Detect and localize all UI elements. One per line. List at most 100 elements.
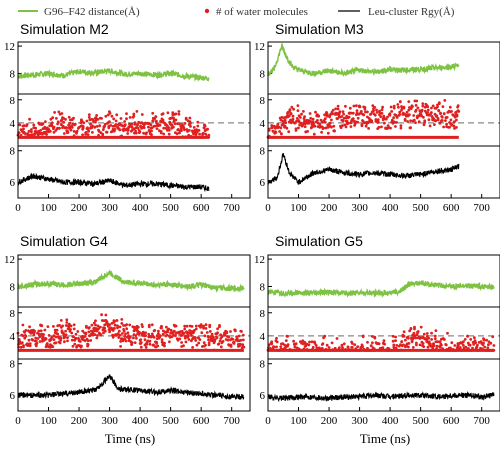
data-point: [75, 129, 79, 133]
data-point: [485, 338, 488, 342]
data-point: [134, 334, 138, 337]
data-point: [86, 343, 90, 347]
data-point: [332, 124, 336, 128]
data-point: [437, 102, 441, 105]
data-point: [409, 126, 412, 130]
data-point: [180, 329, 184, 333]
data-point: [212, 335, 215, 339]
data-point: [356, 116, 360, 120]
data-point: [108, 120, 111, 123]
data-point: [22, 344, 25, 347]
data-point: [314, 344, 318, 347]
data-point: [207, 341, 211, 345]
data-point: [226, 338, 230, 342]
data-point: [241, 333, 245, 337]
data-point: [206, 127, 210, 131]
data-point: [492, 344, 496, 347]
data-point: [199, 323, 203, 327]
data-point: [169, 328, 173, 332]
data-point: [116, 326, 119, 330]
data-point: [414, 121, 417, 124]
data-point: [272, 345, 276, 349]
data-point: [276, 122, 280, 126]
data-point: [436, 117, 440, 120]
data-point: [138, 130, 142, 134]
x-tick-label: 100: [290, 415, 307, 427]
data-point: [165, 325, 168, 329]
data-point: [468, 343, 472, 347]
data-point: [439, 111, 442, 115]
data-point: [208, 325, 212, 329]
data-point: [349, 125, 353, 128]
data-point: [188, 116, 192, 120]
series-2: [266, 99, 461, 139]
x-tick-label: 700: [473, 202, 490, 214]
data-point: [457, 110, 461, 113]
data-point: [113, 327, 116, 330]
data-point: [436, 105, 439, 109]
data-point: [130, 125, 134, 129]
data-point: [23, 132, 27, 136]
data-point: [102, 331, 105, 335]
data-point: [178, 122, 181, 126]
data-point: [187, 129, 191, 132]
data-point: [347, 115, 351, 119]
data-point: [154, 115, 158, 119]
data-point: [449, 346, 452, 350]
data-point: [270, 340, 274, 344]
data-point: [286, 343, 290, 347]
data-point: [270, 342, 274, 346]
x-tick-label: 600: [443, 415, 460, 427]
data-point: [36, 337, 40, 340]
data-point: [433, 334, 437, 338]
data-point: [412, 114, 416, 117]
data-point: [41, 122, 45, 126]
panel-frame: [17, 41, 251, 199]
data-point: [204, 327, 208, 330]
data-point: [132, 329, 136, 333]
data-point: [279, 345, 283, 348]
data-point: [296, 104, 300, 107]
data-point: [64, 333, 68, 337]
data-point: [402, 330, 406, 334]
data-point: [144, 334, 148, 337]
data-point: [440, 115, 444, 119]
data-point: [103, 329, 107, 333]
data-point: [444, 119, 447, 122]
data-point: [153, 329, 157, 332]
y-tick-label: 6: [10, 177, 16, 189]
data-point: [217, 342, 221, 346]
data-point: [118, 325, 122, 329]
data-point: [62, 332, 66, 336]
data-point: [49, 117, 53, 121]
data-point: [442, 125, 445, 129]
legend: G96–F42 distance(Å) # of water molecules…: [18, 6, 455, 18]
data-point: [381, 346, 385, 350]
data-point: [113, 323, 117, 327]
data-point: [433, 337, 437, 340]
data-point: [143, 338, 147, 342]
data-point: [55, 117, 58, 120]
data-point: [72, 327, 76, 331]
data-point: [44, 120, 47, 123]
subplot-1: 8 12: [4, 41, 250, 95]
data-point: [88, 326, 91, 329]
data-point: [67, 115, 71, 119]
data-point: [402, 343, 405, 347]
data-point: [399, 126, 403, 130]
data-point: [473, 336, 476, 340]
y-tick-label: 4: [10, 331, 16, 343]
data-point: [112, 117, 116, 121]
data-point: [421, 102, 425, 105]
data-point: [317, 114, 320, 118]
data-point: [148, 339, 152, 343]
data-point: [81, 125, 85, 128]
data-point: [44, 345, 48, 349]
data-point: [24, 334, 28, 338]
data-point: [398, 113, 402, 116]
data-point: [375, 108, 378, 112]
data-point: [313, 124, 317, 128]
data-point: [74, 336, 78, 340]
data-point: [396, 103, 400, 106]
data-point: [51, 116, 55, 119]
